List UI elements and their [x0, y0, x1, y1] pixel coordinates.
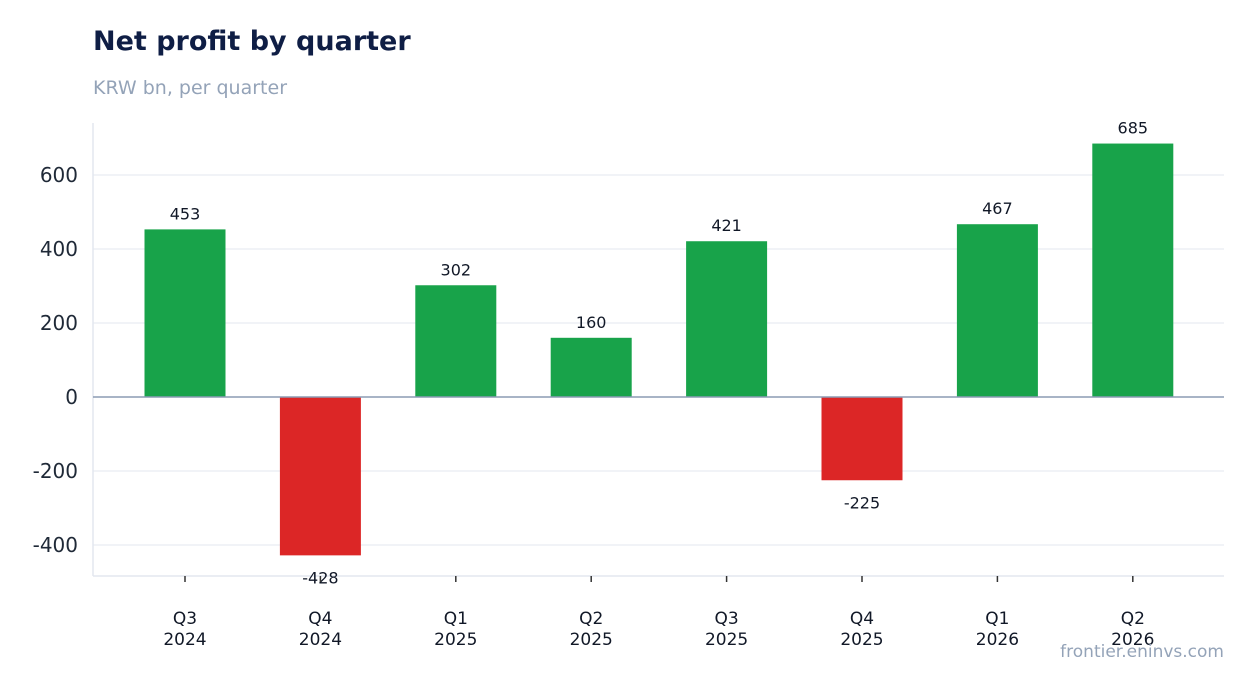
bar-q1-2026 — [956, 224, 1038, 397]
y-tick-label: -400 — [33, 533, 78, 557]
x-tick-label: Q4 2024 — [299, 609, 342, 650]
data-label: 160 — [576, 313, 607, 332]
chart-subtitle: KRW bn, per quarter — [93, 77, 288, 99]
y-tick-label: -200 — [33, 459, 78, 483]
x-tick-label: Q2 2026 — [1111, 609, 1154, 650]
data-label: 453 — [170, 204, 201, 223]
data-label: 467 — [982, 199, 1013, 218]
bar-q3-2024 — [144, 229, 226, 397]
x-tick-label: Q1 2025 — [434, 609, 477, 650]
x-tick-label: Q4 2025 — [840, 609, 883, 650]
y-tick-label: 600 — [40, 163, 78, 187]
data-label: 685 — [1118, 119, 1149, 138]
bar-q4-2025 — [821, 397, 903, 481]
x-tick-label: Q3 2024 — [163, 609, 206, 650]
x-tick-label: Q1 2026 — [976, 609, 1019, 650]
bar-q1-2025 — [415, 285, 497, 397]
y-tick-label: 0 — [65, 385, 78, 409]
y-tick-label: 400 — [40, 237, 78, 261]
bar-q2-2025 — [550, 337, 632, 397]
bar-q3-2025 — [686, 241, 768, 397]
data-label: 421 — [711, 216, 742, 235]
data-label: 302 — [441, 260, 472, 279]
bar-q4-2024 — [279, 397, 361, 556]
source-credit: frontier.eninvs.com — [1060, 642, 1224, 662]
chart-title: Net profit by quarter — [93, 26, 411, 57]
x-tick-label: Q3 2025 — [705, 609, 748, 650]
x-tick-label: Q2 2025 — [570, 609, 613, 650]
bar-q2-2026 — [1092, 143, 1174, 397]
y-tick-label: 200 — [40, 311, 78, 335]
data-label: -225 — [844, 493, 880, 512]
